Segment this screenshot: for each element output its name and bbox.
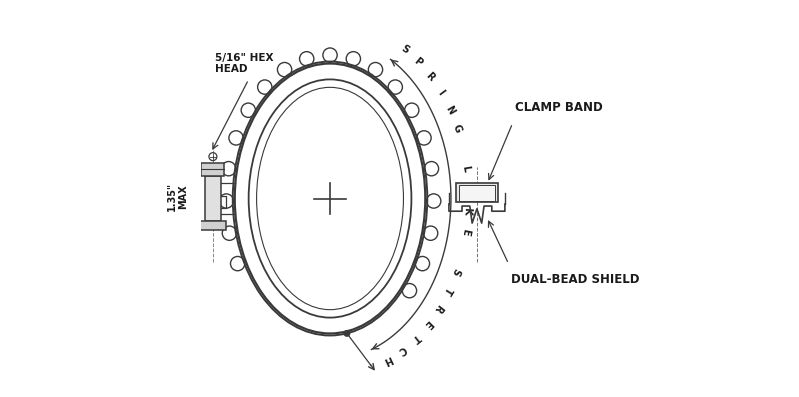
Text: E: E [422,317,434,329]
Text: S: S [400,44,411,56]
Text: 1.35"
MAX: 1.35" MAX [167,182,189,211]
Text: I: I [463,188,472,192]
Text: K: K [462,207,472,215]
Text: G: G [451,123,463,135]
Text: R: R [423,70,436,83]
Bar [459,185,495,201]
Text: S: S [449,266,462,277]
Text: DUAL-BEAD SHIELD: DUAL-BEAD SHIELD [511,274,639,286]
Text: I: I [435,88,446,97]
Text: E: E [459,227,471,236]
Text: T: T [442,285,454,296]
Bar [201,163,225,175]
Text: L: L [460,165,471,173]
Circle shape [344,331,350,336]
Bar [201,222,225,230]
Text: H: H [383,353,394,365]
Text: R: R [432,301,445,313]
Bar [456,183,498,202]
Text: 5/16" HEX
HEAD: 5/16" HEX HEAD [215,53,273,74]
Text: P: P [412,56,424,68]
Text: T: T [410,331,422,343]
Bar [205,175,221,222]
Text: C: C [397,343,408,355]
Text: CLAMP BAND: CLAMP BAND [515,101,602,114]
Text: N: N [443,104,455,116]
